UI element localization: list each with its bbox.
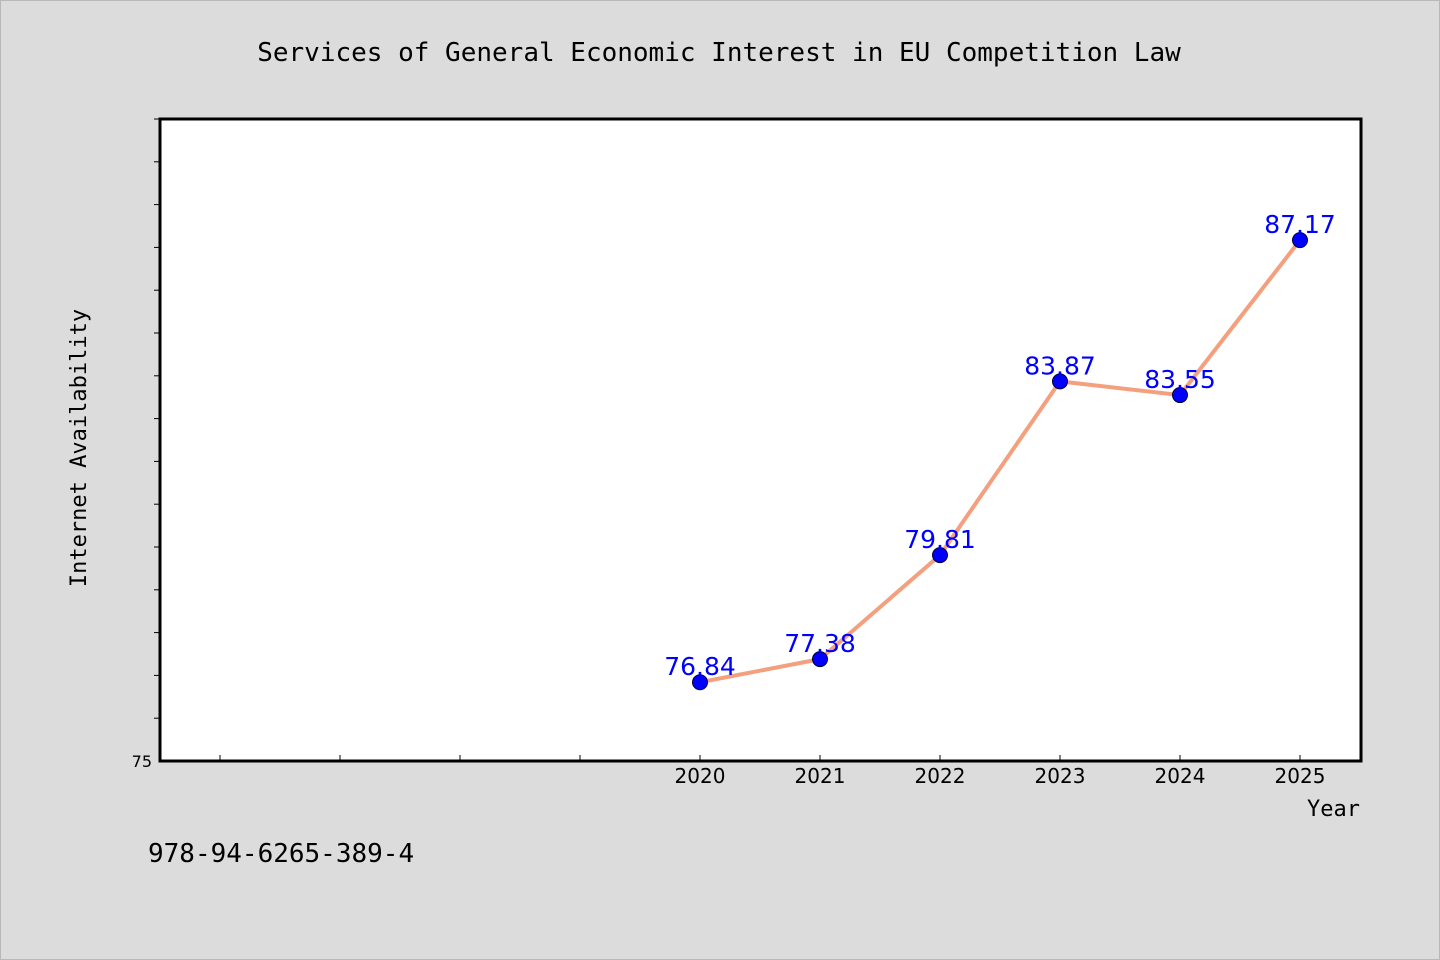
data-point	[1292, 232, 1308, 249]
data-label: 83.87	[1024, 351, 1096, 380]
x-tick-label: 2023	[1035, 764, 1086, 788]
series-line	[699, 238, 1302, 685]
data-point	[812, 651, 828, 668]
data-label: 79.81	[904, 525, 976, 554]
x-axis-ticks: 2020 2021 2022 2023 2024 2025	[219, 755, 1326, 788]
data-label: 76.84	[664, 652, 736, 681]
data-point	[1172, 387, 1188, 404]
data-label-group: 76.84 77.38 79.81 83.87 83.55 87.17	[664, 210, 1336, 681]
y-axis-label: Internet Availability	[67, 309, 92, 587]
plot-area	[158, 117, 1363, 763]
data-point	[932, 547, 948, 564]
series-line-group	[699, 238, 1302, 685]
series-marker-group	[692, 232, 1308, 691]
x-tick-label: 2020	[675, 764, 726, 788]
x-tick-label: 2024	[1155, 764, 1206, 788]
isbn-text: 978-94-6265-389-4	[148, 839, 414, 869]
x-tick-label: 2025	[1275, 764, 1326, 788]
chart-title: Services of General Economic Interest in…	[257, 38, 1181, 68]
x-tick-label: 2021	[795, 764, 846, 788]
y-tick-label: 75	[132, 752, 152, 771]
x-axis-label: Year	[1307, 797, 1360, 822]
data-label: 77.38	[784, 629, 856, 658]
data-point	[1052, 373, 1068, 390]
data-point	[692, 674, 708, 691]
y-axis-ticks: 75	[132, 118, 160, 771]
data-label: 83.55	[1144, 365, 1216, 394]
x-tick-label: 2022	[915, 764, 966, 788]
data-label: 87.17	[1264, 210, 1336, 239]
